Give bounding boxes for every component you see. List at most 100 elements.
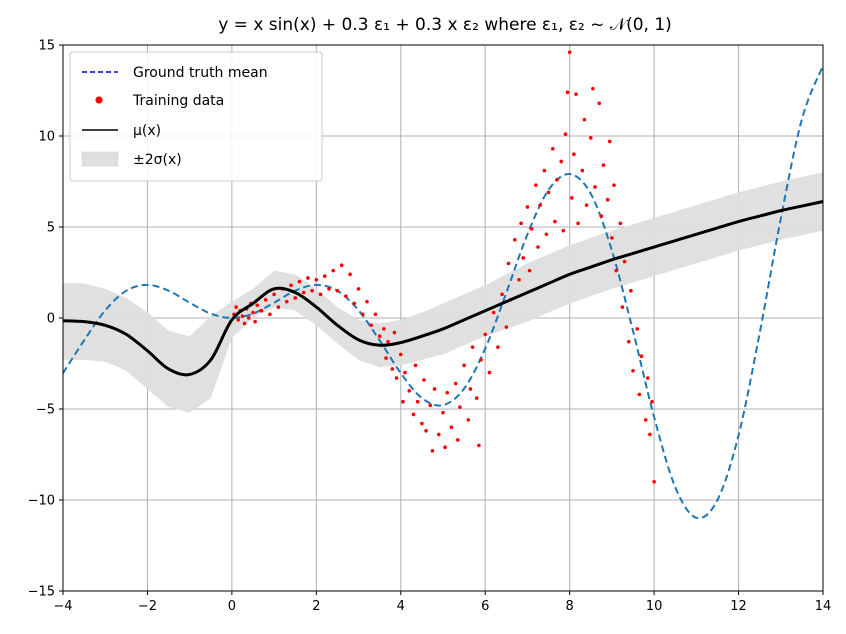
chart-title: y = x sin(x) + 0.3 ε₁ + 0.3 x ε₂ where ε… — [218, 15, 672, 35]
training-point — [297, 279, 302, 284]
training-point — [382, 327, 386, 331]
x-tick-label: −2 — [138, 599, 157, 614]
training-point — [479, 358, 483, 362]
y-tick-label: −10 — [28, 494, 55, 509]
y-tick-label: 5 — [47, 221, 55, 236]
training-point — [542, 168, 547, 173]
ground-truth-series — [62, 65, 824, 520]
x-tick-label: 12 — [730, 599, 747, 614]
training-point — [607, 139, 612, 144]
training-point — [335, 288, 340, 293]
training-point — [477, 443, 481, 448]
training-point — [525, 205, 530, 209]
x-tick-label: 8 — [566, 599, 574, 614]
training-point — [582, 117, 587, 122]
y-tick-label: −5 — [36, 403, 55, 418]
training-point — [645, 376, 650, 380]
training-point — [487, 370, 492, 375]
x-tick-label: 0 — [228, 599, 236, 614]
training-point — [563, 132, 568, 136]
axis-ticks: −4 −2 0 2 4 6 8 10 12 14 −15 −10 −5 0 5 10 15 — [28, 39, 832, 615]
x-tick-label: −4 — [53, 599, 72, 614]
training-point — [559, 159, 564, 164]
training-point — [474, 396, 479, 400]
training-point — [643, 418, 648, 422]
training-point — [306, 276, 310, 280]
training-point — [591, 86, 595, 91]
training-point — [610, 236, 614, 240]
y-tick-label: −15 — [28, 585, 55, 600]
training-point — [301, 290, 306, 295]
x-tick-label: 2 — [312, 599, 320, 614]
training-point — [648, 432, 652, 437]
training-point — [605, 197, 610, 202]
training-point — [356, 287, 361, 291]
training-point — [506, 261, 511, 266]
training-point — [466, 418, 471, 422]
training-point — [500, 292, 504, 297]
training-point — [268, 312, 272, 317]
training-point — [289, 283, 293, 288]
mean-series — [62, 200, 824, 377]
training-point — [398, 352, 403, 357]
training-point — [420, 421, 424, 426]
training-point — [432, 387, 437, 391]
training-point — [255, 303, 260, 308]
training-point — [639, 354, 644, 359]
training-point — [348, 272, 352, 277]
training-point — [635, 327, 640, 331]
training-point — [386, 339, 390, 344]
training-point — [517, 277, 521, 282]
training-point — [272, 292, 276, 297]
training-point — [614, 268, 618, 273]
training-point — [553, 219, 557, 224]
training-point — [428, 403, 433, 408]
training-point — [612, 183, 616, 187]
training-points — [232, 50, 656, 484]
training-point — [572, 152, 576, 156]
training-point — [569, 196, 574, 200]
training-point — [310, 288, 314, 293]
legend-band-label: ±2σ(x) — [133, 152, 182, 168]
training-point — [565, 90, 570, 95]
training-point — [593, 185, 597, 189]
training-point — [327, 287, 331, 291]
training-point — [369, 323, 374, 328]
training-point — [253, 319, 257, 324]
training-point — [534, 183, 538, 187]
training-point — [491, 310, 496, 315]
training-point — [236, 318, 241, 322]
y-tick-label: 0 — [47, 312, 55, 327]
training-point — [339, 263, 344, 268]
training-point — [365, 299, 369, 304]
training-point — [360, 312, 365, 317]
training-point — [422, 378, 426, 382]
training-point — [424, 429, 428, 433]
training-point — [599, 214, 604, 218]
training-point — [415, 399, 420, 404]
training-point — [576, 221, 580, 226]
training-point — [331, 268, 336, 273]
training-point — [392, 330, 397, 335]
training-point — [234, 305, 238, 309]
training-point — [626, 339, 631, 344]
training-point — [597, 101, 602, 106]
training-point — [390, 367, 395, 371]
training-point — [567, 50, 572, 55]
legend-ground-truth-label: Ground truth mean — [133, 65, 268, 81]
legend-training-data-label: Training data — [132, 93, 224, 109]
training-point — [650, 399, 654, 404]
training-point — [521, 256, 526, 260]
legend-box — [69, 51, 323, 182]
training-point — [276, 305, 281, 309]
training-point — [620, 305, 625, 309]
training-point — [504, 325, 509, 329]
training-point — [538, 203, 542, 207]
band-area — [63, 172, 823, 413]
training-point — [322, 274, 327, 278]
training-point — [555, 177, 559, 182]
training-point — [377, 334, 382, 339]
training-point — [384, 356, 388, 360]
training-point — [373, 312, 378, 317]
